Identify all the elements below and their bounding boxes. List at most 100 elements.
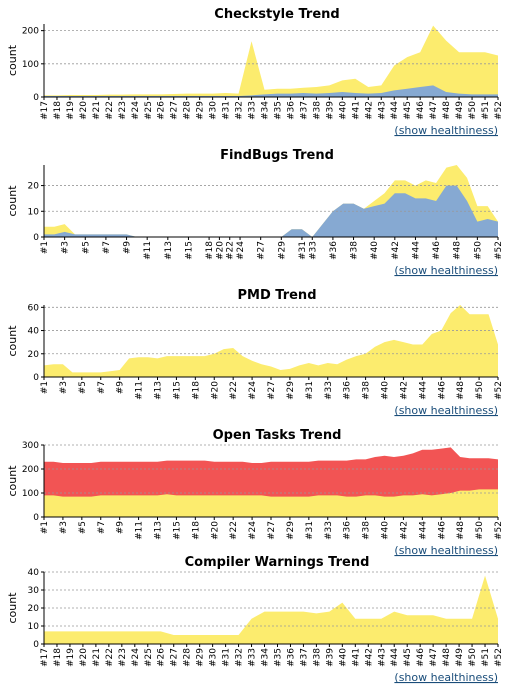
checkstyle-xtick-label: #29	[196, 101, 206, 120]
checkstyle-xtick-label: #31	[222, 101, 232, 120]
pmd-xtick-label: #1	[40, 381, 50, 394]
pmd-xtick-label: #50	[475, 381, 485, 400]
findbugs-xtick-label: #11	[143, 241, 153, 260]
pmd-ylabel: count	[6, 325, 19, 357]
pmd-xtick-label: #22	[229, 381, 239, 400]
compiler-warnings-xtick-label: #38	[312, 648, 322, 667]
open-tasks-ylabel: count	[6, 465, 19, 497]
checkstyle-xtick-label: #49	[455, 101, 465, 120]
findbugs-area-blue	[44, 185, 498, 237]
compiler-warnings-xtick-label: #21	[92, 648, 102, 667]
compiler-warnings-xtick-label: #19	[66, 648, 76, 667]
checkstyle-xtick-label: #51	[481, 101, 491, 120]
pmd-xtick-label: #46	[437, 381, 447, 400]
findbugs-xtick-label: #24	[236, 241, 246, 260]
open-tasks-ytick-label: 300	[22, 441, 39, 451]
compiler-warnings-xtick-label: #52	[494, 648, 504, 667]
checkstyle-xtick-label: #24	[131, 101, 141, 120]
compiler-warnings-xtick-label: #29	[196, 648, 206, 667]
compiler-warnings-xtick-label: #39	[325, 648, 335, 667]
compiler-warnings-xtick-label: #49	[455, 648, 465, 667]
open-tasks-xtick-label: #44	[418, 521, 428, 540]
compiler-warnings-xtick-label: #28	[183, 648, 193, 667]
checkstyle-xtick-label: #45	[403, 101, 413, 120]
findbugs-show-healthiness-link[interactable]: (show healthiness)	[394, 264, 498, 277]
checkstyle-xtick-label: #23	[118, 101, 128, 120]
checkstyle-ylabel: count	[6, 44, 19, 76]
compiler-warnings-area-yellow	[44, 575, 498, 644]
checkstyle-show-healthiness-link[interactable]: (show healthiness)	[394, 124, 498, 137]
open-tasks-xtick-label: #52	[494, 521, 504, 540]
compiler-warnings-xtick-label: #34	[261, 648, 271, 667]
pmd-xtick-label: #52	[494, 381, 504, 400]
findbugs-ylabel: count	[6, 185, 19, 217]
checkstyle-xtick-label: #19	[66, 101, 76, 120]
compiler-warnings-xtick-label: #17	[40, 648, 50, 667]
checkstyle-xtick-label: #40	[338, 101, 348, 120]
findbugs-xtick-label: #40	[370, 241, 380, 260]
pmd-xtick-label: #40	[381, 381, 391, 400]
open-tasks-xtick-label: #20	[210, 521, 220, 540]
pmd-xtick-label: #36	[343, 381, 353, 400]
checkstyle-title: Checkstyle Trend	[214, 7, 339, 22]
open-tasks-xtick-label: #31	[305, 521, 315, 540]
findbugs-xtick-label: #13	[164, 241, 174, 260]
compiler-warnings-xtick-label: #44	[390, 648, 400, 667]
compiler-warnings-xtick-label: #25	[144, 648, 154, 667]
checkstyle-xtick-label: #32	[235, 101, 245, 120]
open-tasks-xtick-label: #13	[154, 521, 164, 540]
compiler-warnings-xtick-label: #45	[403, 648, 413, 667]
compiler-warnings-xtick-label: #36	[286, 648, 296, 667]
checkstyle-xtick-label: #36	[286, 101, 296, 120]
pmd-xtick-label: #5	[78, 381, 88, 394]
findbugs-xtick-label: #3	[61, 241, 71, 254]
open-tasks-xtick-label: #36	[343, 521, 353, 540]
findbugs-xtick-label: #31	[298, 241, 308, 260]
pmd-xtick-label: #44	[418, 381, 428, 400]
open-tasks-xtick-label: #38	[362, 521, 372, 540]
checkstyle-ytick-label: 200	[22, 27, 39, 37]
findbugs-ytick-label: 10	[28, 207, 40, 217]
compiler-warnings-xtick-label: #22	[105, 648, 115, 667]
checkstyle-xtick-label: #47	[429, 101, 439, 120]
findbugs-xtick-label: #52	[494, 241, 504, 260]
open-tasks-xtick-label: #48	[456, 521, 466, 540]
checkstyle-ytick-label: 0	[33, 93, 39, 103]
compiler-warnings-ytick-label: 10	[28, 622, 40, 632]
pmd-xtick-label: #24	[248, 381, 258, 400]
checkstyle-xtick-label: #38	[312, 101, 322, 120]
compiler-warnings-xtick-label: #40	[338, 648, 348, 667]
findbugs-xtick-label: #5	[81, 241, 91, 254]
open-tasks-chart: Open Tasks Trend count 0 100 200 300 #1 #3 #5 #7 #…	[6, 428, 504, 557]
open-tasks-xtick-label: #24	[248, 521, 258, 540]
compiler-warnings-show-healthiness-link[interactable]: (show healthiness)	[394, 671, 498, 684]
checkstyle-xtick-label: #28	[183, 101, 193, 120]
open-tasks-ytick-label: 100	[22, 489, 39, 499]
open-tasks-title: Open Tasks Trend	[213, 428, 342, 443]
pmd-xtick-label: #7	[97, 381, 107, 394]
compiler-warnings-xtick-label: #41	[351, 648, 361, 667]
checkstyle-xtick-label: #48	[442, 101, 452, 120]
compiler-warnings-ytick-label: 0	[33, 640, 39, 650]
checkstyle-xtick-label: #43	[377, 101, 387, 120]
pmd-show-healthiness-link[interactable]: (show healthiness)	[394, 404, 498, 417]
compiler-warnings-ylabel: count	[6, 592, 19, 624]
compiler-warnings-xtick-label: #43	[377, 648, 387, 667]
checkstyle-xtick-label: #42	[364, 101, 374, 120]
findbugs-xtick-label: #42	[391, 241, 401, 260]
checkstyle-xtick-label: #33	[248, 101, 258, 120]
compiler-warnings-xtick-label: #23	[118, 648, 128, 667]
findbugs-xtick-label: #48	[453, 241, 463, 260]
checkstyle-area-blue	[44, 85, 498, 97]
open-tasks-xtick-label: #5	[78, 521, 88, 534]
open-tasks-xtick-label: #18	[191, 521, 201, 540]
checkstyle-xtick-label: #34	[261, 101, 271, 120]
open-tasks-xtick-label: #42	[399, 521, 409, 540]
findbugs-xtick-label: #15	[184, 241, 194, 260]
compiler-warnings-xtick-label: #27	[170, 648, 180, 667]
open-tasks-show-healthiness-link[interactable]: (show healthiness)	[394, 544, 498, 557]
checkstyle-xtick-label: #35	[273, 101, 283, 120]
checkstyle-xtick-label: #17	[40, 101, 50, 120]
findbugs-ytick-label: 20	[28, 182, 40, 192]
compiler-warnings-xtick-label: #47	[429, 648, 439, 667]
